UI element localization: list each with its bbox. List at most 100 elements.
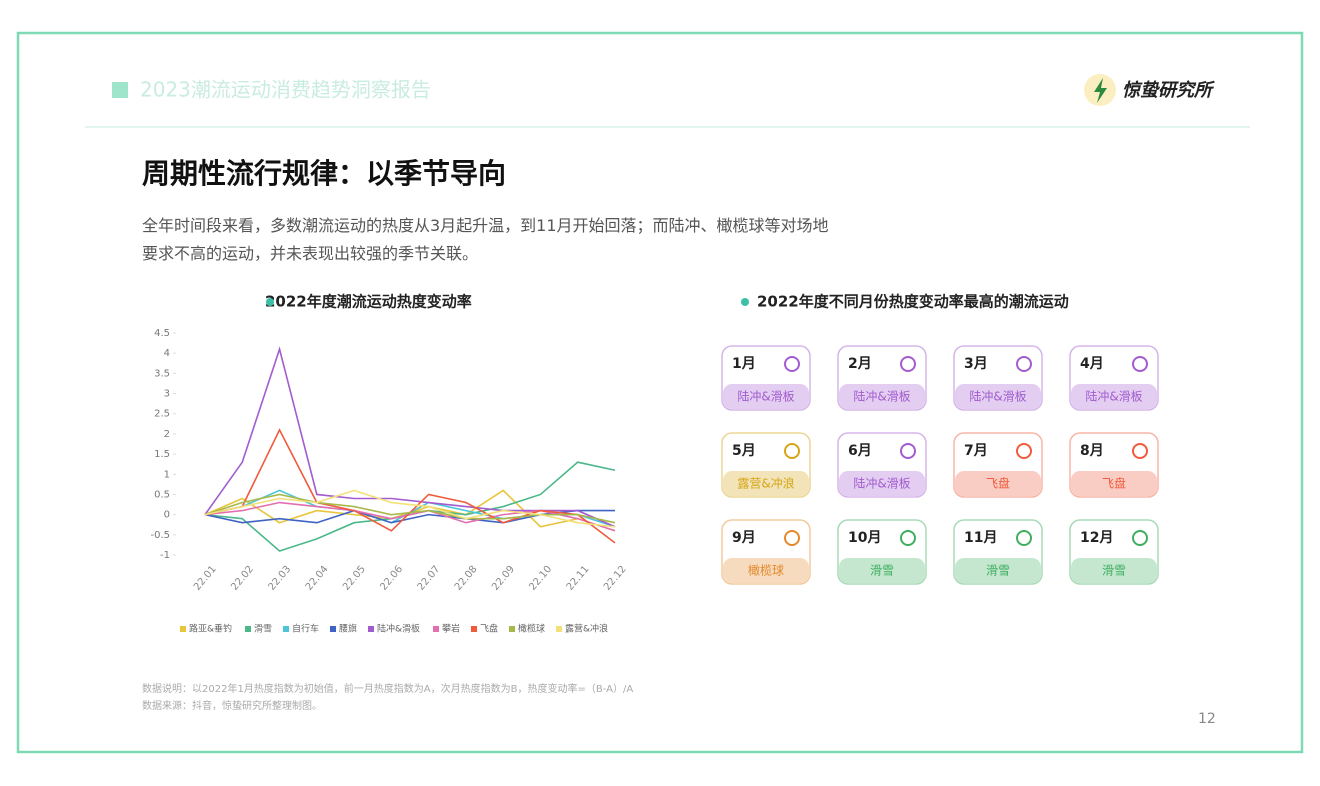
card-sport: 飞盘 xyxy=(1102,476,1126,491)
legend-swatch xyxy=(556,626,562,632)
y-tick-label: 1.5 xyxy=(154,449,170,460)
card-band xyxy=(839,384,925,409)
card-month: 2月 xyxy=(848,356,872,372)
description: 全年时间段来看，多数潮流运动的热度从3月起升温，到11月开始回落；而陆冲、橄榄球… xyxy=(142,216,829,263)
legend-label: 路亚&垂钓 xyxy=(189,623,232,635)
chart-title: 2022年度潮流运动热度变动率 xyxy=(265,293,472,311)
legend-label: 腰旗 xyxy=(339,623,357,635)
note: 数据来源：抖音，惊蛰研究所整理制图。 xyxy=(142,699,322,712)
card-sport: 露营&冲浪 xyxy=(737,476,794,491)
card-icon xyxy=(1132,443,1148,459)
card-icon xyxy=(1016,443,1032,459)
y-tick-label: 0.5 xyxy=(154,489,170,500)
legend-label: 攀岩 xyxy=(442,623,460,635)
y-tick-label: 4.5 xyxy=(154,328,170,339)
legend-label: 橄榄球 xyxy=(518,623,545,635)
y-tick-label: -0.5 xyxy=(150,530,170,541)
y-tick-label: 3.5 xyxy=(154,368,170,379)
card-sport: 陆冲&滑板 xyxy=(853,476,910,491)
card-sport: 滑雪 xyxy=(986,564,1010,578)
card-month: 5月 xyxy=(732,443,756,459)
card-band xyxy=(955,471,1041,496)
logo-bolt xyxy=(1094,78,1107,103)
card-icon xyxy=(1016,530,1032,546)
series-line xyxy=(204,493,616,524)
card-icon xyxy=(784,530,800,546)
card-sport: 陆冲&滑板 xyxy=(969,389,1026,404)
page-number: 12 xyxy=(1198,711,1216,727)
card xyxy=(953,519,1043,585)
y-tick-label: 2.5 xyxy=(154,409,170,420)
card-sport: 飞盘 xyxy=(986,476,1010,491)
card-sport: 滑雪 xyxy=(870,564,894,578)
y-tick-label: 0 xyxy=(164,510,170,521)
card-band xyxy=(955,384,1041,409)
card-band xyxy=(955,558,1041,583)
card xyxy=(837,519,927,585)
card-band xyxy=(839,471,925,496)
card-sport: 滑雪 xyxy=(1102,564,1126,578)
brand: 惊蛰研究所 xyxy=(1122,80,1215,101)
report-title: 2023潮流运动消费趋势洞察报告 xyxy=(140,78,431,102)
card-month: 6月 xyxy=(848,443,872,459)
card xyxy=(837,345,927,411)
card xyxy=(1069,432,1159,498)
card-month: 11月 xyxy=(964,530,997,546)
card-icon xyxy=(900,356,916,372)
card xyxy=(1069,519,1159,585)
bullet xyxy=(741,298,749,306)
card-sport: 陆冲&滑板 xyxy=(853,389,910,404)
card-month: 7月 xyxy=(964,443,988,459)
card xyxy=(837,432,927,498)
card-month: 3月 xyxy=(964,356,988,372)
legend-swatch xyxy=(245,626,251,632)
card-band xyxy=(723,471,809,496)
legend-swatch xyxy=(471,626,477,632)
note: 数据说明：以2022年1月热度指数为初始值，前一月热度指数为A，次月热度指数为B… xyxy=(142,682,633,695)
legend-swatch xyxy=(509,626,515,632)
card-icon xyxy=(1132,356,1148,372)
legend-swatch xyxy=(368,626,374,632)
bullet xyxy=(266,298,274,306)
y-tick-label: 3 xyxy=(164,389,170,400)
card xyxy=(953,345,1043,411)
legend-label: 滑雪 xyxy=(254,624,272,635)
legend-swatch xyxy=(180,626,186,632)
legend-swatch xyxy=(433,626,439,632)
card-month: 12月 xyxy=(1080,530,1113,546)
card xyxy=(721,345,811,411)
card-band xyxy=(723,384,809,409)
card-band xyxy=(1071,558,1157,583)
card-icon xyxy=(1132,530,1148,546)
card-month: 1月 xyxy=(732,356,756,372)
card-month: 10月 xyxy=(848,530,881,546)
cards-title: 2022年度不同月份热度变动率最高的潮流运动 xyxy=(757,293,1069,311)
card-icon xyxy=(1016,356,1032,372)
card-month: 8月 xyxy=(1080,443,1104,459)
card-icon xyxy=(900,443,916,459)
legend-swatch xyxy=(283,626,289,632)
card xyxy=(953,432,1043,498)
card-band xyxy=(1071,384,1157,409)
y-tick-label: -1 xyxy=(160,550,170,561)
y-tick-label: 2 xyxy=(164,429,170,440)
legend-label: 飞盘 xyxy=(480,623,498,635)
card-sport: 陆冲&滑板 xyxy=(1085,389,1142,404)
card-sport: 橄榄球 xyxy=(748,563,784,578)
card xyxy=(721,432,811,498)
legend-label: 自行车 xyxy=(292,623,319,635)
slide-title: 周期性流行规律：以季节导向 xyxy=(142,157,506,190)
y-tick-label: 4 xyxy=(164,348,170,359)
card-month: 4月 xyxy=(1080,356,1104,372)
y-tick-label: 1 xyxy=(164,469,170,480)
card-sport: 陆冲&滑板 xyxy=(737,389,794,404)
card xyxy=(721,519,811,585)
legend-label: 露营&冲浪 xyxy=(565,623,608,635)
card-band xyxy=(723,558,809,583)
legend-label: 陆冲&滑板 xyxy=(377,623,420,635)
card-month: 9月 xyxy=(732,530,756,546)
header-square xyxy=(112,82,128,98)
series-line xyxy=(204,489,616,528)
